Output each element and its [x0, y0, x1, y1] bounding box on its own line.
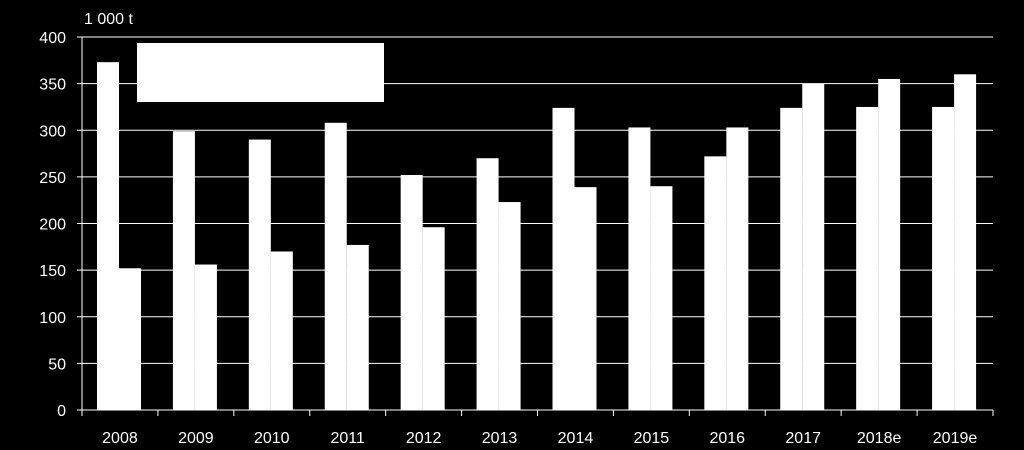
bars [97, 62, 977, 411]
x-tick-2013: 2013 [482, 430, 518, 447]
bar-2017-series-2 [802, 83, 825, 410]
bar-2019e-series-2 [954, 74, 977, 411]
y-tick-100: 100 [39, 310, 66, 327]
bar-2018e-series-2 [878, 78, 901, 411]
bar-2011-series-2 [346, 244, 369, 410]
y-tick-400: 400 [39, 30, 66, 47]
y-tick-300: 300 [39, 123, 66, 140]
bar-2008-series-1 [97, 62, 119, 411]
bar-2014-series-1 [552, 107, 575, 411]
bar-2009-series-1 [172, 131, 195, 410]
bar-2009-series-2 [194, 264, 217, 410]
y-tick-200: 200 [39, 217, 66, 234]
y-tick-250: 250 [39, 170, 66, 187]
bar-2011-series-1 [324, 122, 347, 410]
y-tick-0: 0 [57, 403, 66, 420]
bar-2016-series-1 [704, 156, 727, 410]
y-tick-150: 150 [39, 263, 66, 280]
legend-box [137, 43, 384, 102]
x-tick-2018e: 2018e [857, 430, 902, 447]
x-tick-2019e: 2019e [933, 430, 978, 447]
bar-2010-series-1 [248, 139, 271, 410]
y-tick-labels: 0 50 100 150 200 250 300 350 400 [39, 30, 66, 420]
bar-2015-series-2 [650, 186, 673, 410]
x-tick-2016: 2016 [709, 430, 745, 447]
x-tick-2014: 2014 [558, 430, 594, 447]
y-axis-unit-label: 1 000 t [84, 11, 133, 28]
x-tick-2017: 2017 [785, 430, 821, 447]
y-tick-350: 350 [39, 77, 66, 94]
y-tick-50: 50 [48, 356, 66, 373]
x-tick-2008: 2008 [102, 430, 138, 447]
bar-2018e-series-1 [856, 106, 879, 410]
x-tick-2010: 2010 [254, 430, 290, 447]
x-tick-2015: 2015 [634, 430, 670, 447]
bar-2014-series-2 [574, 187, 597, 410]
bar-2012-series-1 [400, 175, 423, 410]
axes [77, 36, 994, 416]
x-tick-labels: 2008 2009 2010 2011 2012 2013 2014 2015 2016 2017… [102, 430, 977, 447]
bar-2016-series-2 [726, 127, 749, 410]
bar-2012-series-2 [422, 227, 445, 410]
x-tick-2012: 2012 [406, 430, 442, 447]
x-tick-2009: 2009 [178, 430, 214, 447]
x-tick-2011: 2011 [331, 430, 366, 447]
bar-2019e-series-1 [932, 106, 955, 410]
bar-2013-series-1 [476, 158, 499, 410]
bar-2015-series-1 [628, 127, 651, 410]
bar-2013-series-2 [498, 202, 521, 410]
bar-2010-series-2 [270, 251, 293, 410]
bar-2008-series-2 [119, 268, 141, 410]
bar-2017-series-1 [780, 107, 803, 411]
